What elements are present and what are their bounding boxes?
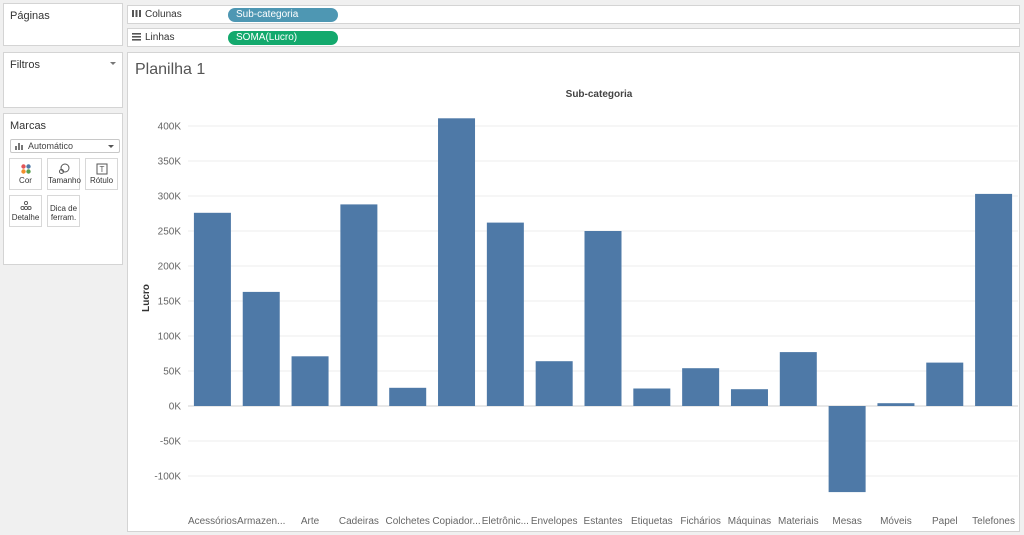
y-tick-label: 100K [158, 332, 182, 343]
bar-chart-icon [15, 142, 23, 152]
y-axis-title: Lucro [141, 284, 152, 312]
y-tick-label: 200K [158, 262, 182, 273]
sum-profit-pill[interactable]: SOMA(Lucro) [228, 31, 338, 45]
bar-8[interactable] [584, 231, 622, 406]
gridlines [188, 125, 1018, 477]
y-tick-label: 250K [158, 227, 182, 238]
rows-icon [132, 32, 141, 43]
bar-11[interactable] [730, 389, 768, 406]
bar-10[interactable] [682, 368, 720, 406]
bar-7[interactable] [535, 361, 573, 406]
bar-6[interactable] [486, 222, 524, 406]
y-tick-label: -50K [160, 437, 181, 448]
sheet-title: Planilha 1 [135, 61, 206, 78]
marks-card: Marcas Automático Cor Tamanho T Rótulo [3, 113, 123, 265]
x-tick-label: Armazen... [237, 516, 285, 527]
filters-menu-caret-icon[interactable] [110, 62, 116, 65]
x-tick-label: Móveis [880, 516, 912, 527]
bar-3[interactable] [340, 204, 378, 406]
marks-card-title: Marcas [10, 120, 47, 132]
bar-5[interactable] [438, 118, 476, 407]
sub-category-pill[interactable]: Sub-categoria [228, 8, 338, 22]
size-button-label: Tamanho [48, 176, 81, 185]
color-dots-icon [10, 163, 41, 175]
columns-shelf[interactable]: Colunas Sub-categoria [127, 5, 1020, 24]
bar-15[interactable] [926, 362, 964, 406]
label-button-label: Rótulo [89, 176, 114, 185]
worksheet-view: Planilha 1 Sub-categoria Lucro -100K -50K… [127, 52, 1020, 532]
bar-12[interactable] [779, 352, 817, 406]
bar-2[interactable] [291, 356, 329, 406]
svg-text:T: T [99, 165, 104, 174]
color-button-label: Cor [19, 176, 32, 185]
x-tick-label: Materiais [778, 516, 819, 527]
y-tick-label: 50K [163, 367, 181, 378]
bar-13[interactable] [828, 406, 866, 493]
bar-chart: Sub-categoria Lucro -100K -50K 0K 50K 100K 15… [141, 89, 1018, 527]
detail-button[interactable]: Detalhe [9, 195, 42, 227]
chevron-down-icon [108, 145, 114, 148]
x-tick-label: Acessórios [188, 516, 237, 527]
y-tick-label: 0K [169, 402, 182, 413]
y-tick-label: 400K [158, 122, 182, 133]
tooltip-button-label-line2: ferram. [50, 213, 77, 222]
x-tick-label: Copiador... [432, 516, 480, 527]
filters-card[interactable]: Filtros [3, 52, 123, 108]
bar-1[interactable] [242, 291, 280, 406]
bar-14[interactable] [877, 403, 915, 406]
detail-button-label: Detalhe [11, 213, 40, 222]
bar-0[interactable] [193, 212, 231, 406]
x-axis-labels: Acessórios Armazen... Arte Cadeiras Colchete… [188, 516, 1015, 527]
x-tick-label: Eletrônic... [482, 516, 529, 527]
y-tick-label: 350K [158, 157, 182, 168]
pages-card[interactable]: Páginas [3, 3, 123, 46]
pages-card-title: Páginas [10, 10, 50, 22]
y-tick-label: -100K [154, 472, 181, 483]
x-tick-label: Telefones [972, 516, 1015, 527]
y-axis-ticks: -100K -50K 0K 50K 100K 150K 200K 250K 300K 350K 40… [154, 122, 181, 483]
x-tick-label: Etiquetas [631, 516, 673, 527]
columns-shelf-label: Colunas [145, 9, 182, 20]
rows-shelf-label: Linhas [145, 32, 175, 43]
x-tick-label: Envelopes [531, 516, 578, 527]
chart-header-title: Sub-categoria [566, 89, 633, 100]
size-button[interactable]: Tamanho [47, 158, 81, 190]
x-tick-label: Papel [932, 516, 958, 527]
mark-type-label: Automático [28, 141, 74, 151]
tooltip-button-label-line1: Dica de [49, 204, 78, 213]
bar-16[interactable] [975, 193, 1013, 406]
x-tick-label: Estantes [584, 516, 623, 527]
rows-shelf[interactable]: Linhas SOMA(Lucro) [127, 28, 1020, 47]
y-tick-label: 150K [158, 297, 182, 308]
filters-card-title: Filtros [10, 59, 40, 71]
x-tick-label: Mesas [832, 516, 861, 527]
columns-icon [132, 9, 141, 20]
bar-4[interactable] [389, 387, 427, 406]
mark-type-dropdown[interactable]: Automático [10, 139, 120, 153]
x-tick-label: Máquinas [728, 516, 771, 527]
bar-9[interactable] [633, 388, 671, 407]
label-button[interactable]: T Rótulo [85, 158, 118, 190]
y-tick-label: 300K [158, 192, 182, 203]
x-tick-label: Colchetes [385, 516, 429, 527]
color-button[interactable]: Cor [9, 158, 42, 190]
detail-dots-icon [10, 200, 41, 212]
tooltip-button[interactable]: Dica de ferram. [47, 195, 80, 227]
text-label-icon: T [86, 163, 117, 175]
x-tick-label: Arte [301, 516, 320, 527]
x-tick-label: Fichários [680, 516, 721, 527]
bars [193, 118, 1013, 493]
x-tick-label: Cadeiras [339, 516, 379, 527]
size-shapes-icon [48, 163, 79, 175]
